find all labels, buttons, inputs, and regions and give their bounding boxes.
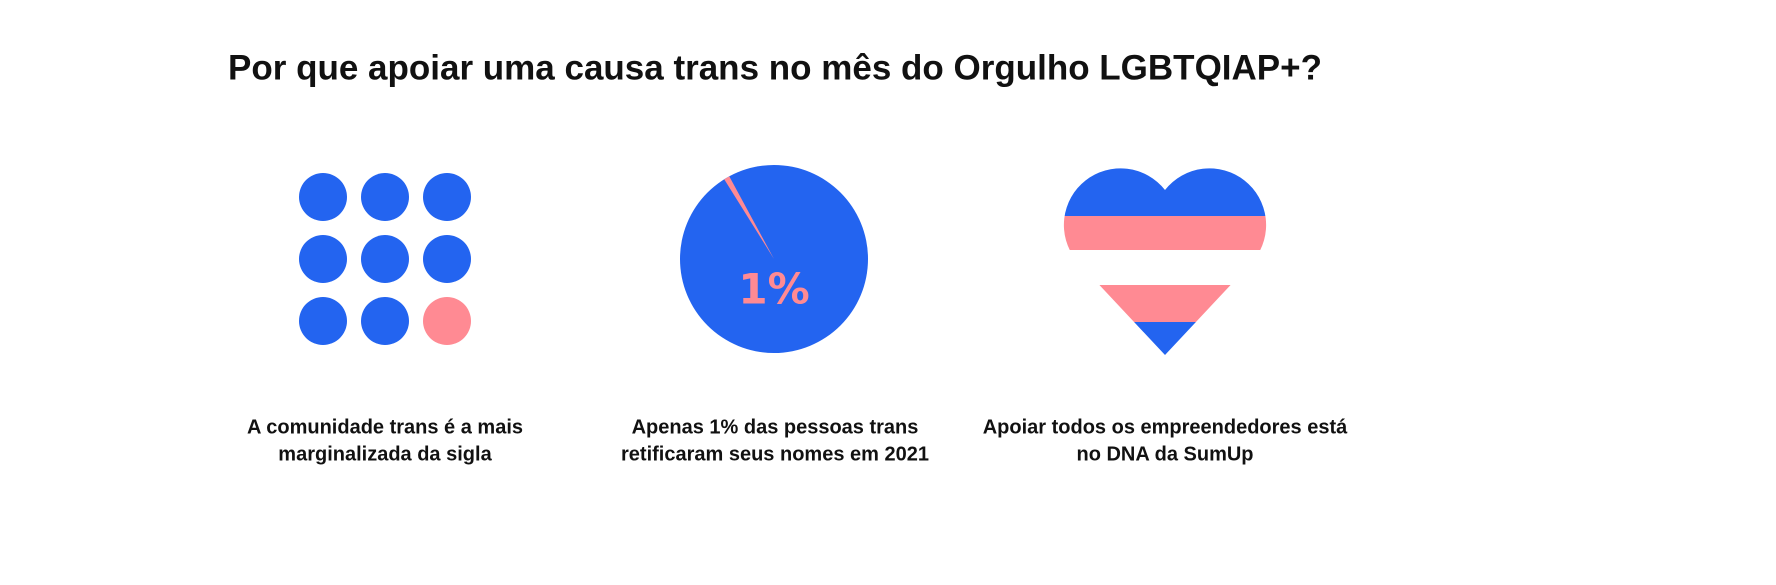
caption: A comunidade trans é a mais <box>247 416 523 438</box>
pie-slice <box>724 176 774 259</box>
pie-icon: 1% <box>680 165 868 353</box>
caption: marginalizada da sigla <box>278 443 492 465</box>
heart-icon <box>1063 168 1267 355</box>
caption: Apoiar todos os empreendedores está <box>983 416 1348 438</box>
pie-label: 1% <box>738 265 809 314</box>
caption: Apenas 1% das pessoas trans <box>632 416 919 438</box>
dots-icon <box>299 173 471 345</box>
caption: retificaram seus nomes em 2021 <box>621 443 929 465</box>
caption: no DNA da SumUp <box>1076 443 1253 465</box>
title: Por que apoiar uma causa trans no mês do… <box>228 48 1322 87</box>
captions: A comunidade trans é a mais marginalizada… <box>247 416 1348 465</box>
